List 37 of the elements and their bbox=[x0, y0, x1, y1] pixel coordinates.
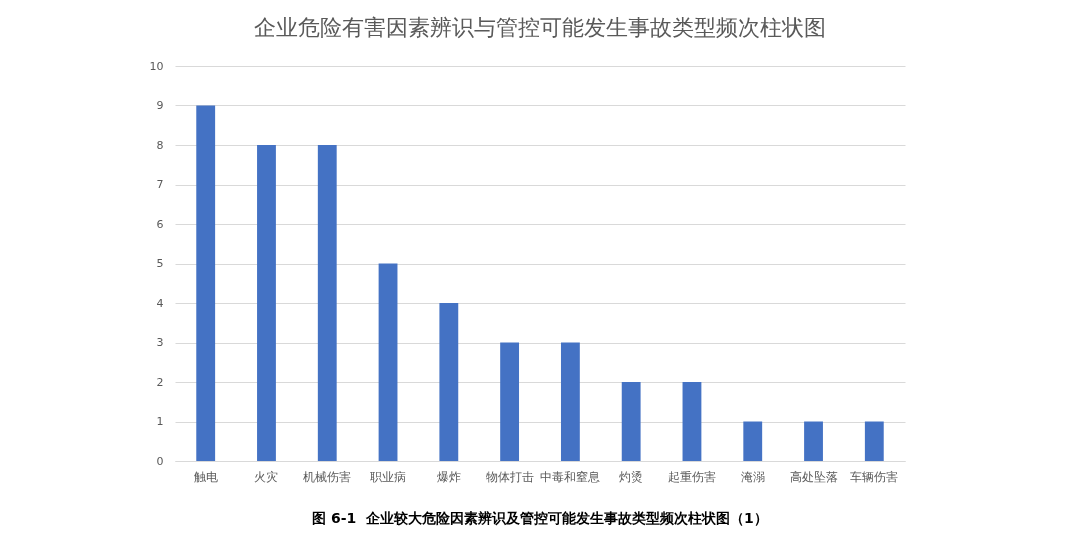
bar bbox=[196, 105, 216, 461]
x-tick-label: 职业病 bbox=[370, 469, 407, 484]
y-tick-label: 10 bbox=[149, 59, 164, 73]
y-tick-label: 0 bbox=[156, 454, 164, 468]
x-tick-label: 机械伤害 bbox=[303, 469, 352, 484]
x-tick-label: 物体打击 bbox=[485, 469, 534, 484]
y-tick-label: 5 bbox=[156, 257, 164, 270]
y-tick-label: 4 bbox=[156, 296, 164, 310]
x-tick-label: 触电 bbox=[193, 469, 218, 484]
x-tick-label: 中毒和窒息 bbox=[540, 469, 601, 484]
x-tick-label: 爆炸 bbox=[436, 469, 461, 484]
bar bbox=[682, 382, 702, 461]
bar bbox=[864, 421, 884, 461]
bar bbox=[500, 342, 520, 461]
bar bbox=[743, 421, 763, 461]
y-tick-label: 9 bbox=[156, 99, 164, 112]
bar bbox=[621, 382, 641, 461]
y-tick-label: 7 bbox=[156, 178, 164, 191]
bar bbox=[439, 303, 459, 461]
y-tick-label: 2 bbox=[156, 375, 164, 389]
x-tick-label: 起重伤害 bbox=[667, 469, 716, 484]
bar bbox=[804, 421, 823, 461]
bar bbox=[560, 342, 580, 461]
x-tick-label: 淹溺 bbox=[740, 469, 765, 484]
y-tick-label: 6 bbox=[156, 217, 164, 231]
y-tick-label: 3 bbox=[156, 336, 164, 349]
y-tick-label: 8 bbox=[156, 138, 164, 152]
x-tick-label: 高处坠落 bbox=[789, 469, 838, 484]
caption: 图 6-1 企业较大危险因素辨识及管控可能发生事故类型频次柱状图（1） bbox=[311, 510, 769, 528]
bar bbox=[257, 145, 276, 461]
bar bbox=[317, 145, 337, 461]
x-tick-label: 火灾 bbox=[254, 469, 279, 484]
bar bbox=[378, 263, 398, 461]
chart-title: 企业危险有害因素辨识与管控可能发生事故类型频次柱状图 bbox=[254, 15, 826, 40]
x-tick-label: 灼烫 bbox=[619, 469, 644, 484]
x-tick-label: 车辆伤害 bbox=[850, 469, 899, 484]
y-tick-label: 1 bbox=[156, 415, 164, 428]
